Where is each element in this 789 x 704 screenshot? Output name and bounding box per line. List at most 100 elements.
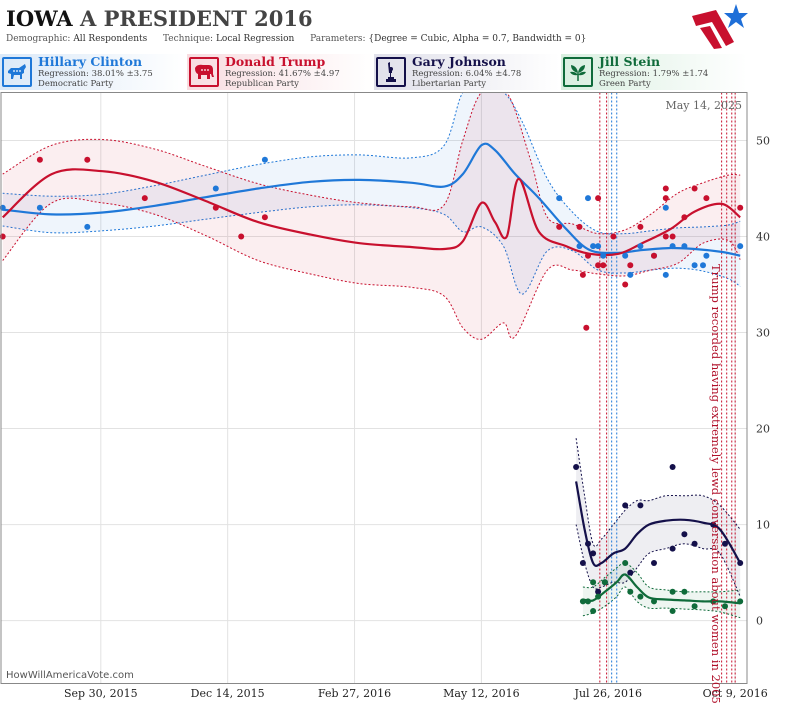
poll-point <box>238 233 245 240</box>
candidate-name: Donald Trump <box>225 54 326 69</box>
poll-point <box>691 262 698 269</box>
poll-point <box>590 608 597 614</box>
poll-point <box>36 204 43 211</box>
candidate-party: Democratic Party <box>38 79 114 89</box>
state-name: IOWA <box>6 6 73 31</box>
y-tick-label: 10 <box>756 519 770 532</box>
poll-point <box>579 598 586 605</box>
poll-point <box>651 560 657 566</box>
trend-line <box>1 168 741 257</box>
poll-point <box>601 579 608 586</box>
header: IOWA A PRESIDENT 2016 Demographic: All R… <box>0 0 789 92</box>
poll-point <box>627 271 634 278</box>
candidate-party: Libertarian Party <box>412 79 487 89</box>
poll-point <box>669 233 676 240</box>
poll-point <box>590 579 597 586</box>
poll-point <box>595 195 602 202</box>
poll-point <box>681 588 688 595</box>
y-tick-label: 40 <box>756 231 770 244</box>
confidence-upper-line <box>582 562 741 593</box>
y-tick-label: 30 <box>756 327 770 340</box>
poll-point <box>691 540 698 547</box>
poll-point <box>36 156 43 163</box>
poll-point <box>590 550 597 557</box>
poll-point <box>722 603 728 610</box>
confidence-bands <box>2 92 741 619</box>
technique-label: Technique: <box>163 34 214 44</box>
candidate-card-johnson[interactable]: Gary Johnson Regression: 6.04% ±4.78 Lib… <box>374 54 560 90</box>
parameters-value: {Degree = Cubic, Alpha = 0.7, Bandwidth … <box>368 34 587 44</box>
x-tick-label: Oct 9, 2016 <box>703 687 768 700</box>
candidate-party: Republican Party <box>225 79 299 89</box>
poll-point <box>681 243 688 250</box>
poll-point <box>737 204 744 211</box>
poll-point <box>627 588 634 595</box>
candidate-regression: Regression: 38.01% ±3.75 <box>38 69 153 79</box>
poll-point <box>590 243 597 250</box>
candidate-card-clinton[interactable]: Hillary Clinton Regression: 38.01% ±3.75… <box>0 54 186 90</box>
poll-point <box>627 262 634 269</box>
poll-point <box>691 185 698 192</box>
poll-point <box>710 598 717 605</box>
poll-point <box>669 464 676 470</box>
poll-point <box>662 271 669 278</box>
poll-points <box>0 156 744 614</box>
event-annotation: Trump recorded having extremely lewd con… <box>709 264 723 704</box>
y-tick-label: 20 <box>756 423 770 436</box>
trend-line <box>575 481 742 567</box>
date-stamp: May 14, 2025 <box>665 99 742 112</box>
poll-point <box>583 324 590 331</box>
demographic-label: Demographic: <box>6 34 71 44</box>
donkey-icon <box>2 57 32 87</box>
candidate-name: Gary Johnson <box>412 54 506 69</box>
poll-point <box>556 195 563 202</box>
poll-point <box>703 252 710 259</box>
candidate-party: Green Party <box>599 79 651 89</box>
x-tick-label: Sep 30, 2015 <box>64 687 138 700</box>
poll-point <box>212 204 219 211</box>
technique-value: Local Regression <box>215 34 295 44</box>
poll-point <box>637 593 644 600</box>
poll-point <box>585 540 591 547</box>
gridlines <box>1 92 747 683</box>
poll-point <box>622 281 629 288</box>
poll-point <box>681 531 688 538</box>
poll-point <box>700 262 706 269</box>
race-name: A PRESIDENT 2016 <box>79 6 313 31</box>
poll-point <box>212 185 219 192</box>
x-tick-label: May 12, 2016 <box>443 687 520 700</box>
poll-point <box>595 588 602 595</box>
trend-line <box>582 573 741 605</box>
poll-point <box>669 545 676 552</box>
star-flag-logo-icon <box>692 4 748 49</box>
poll-point <box>261 156 268 163</box>
poll-point <box>600 252 607 259</box>
poll-point <box>737 560 744 566</box>
candidate-name: Jill Stein <box>599 54 661 69</box>
confidence-upper-line <box>2 92 741 235</box>
poll-point <box>595 593 602 600</box>
candidate-card-trump[interactable]: Donald Trump Regression: 41.67% ±4.97 Re… <box>187 54 373 90</box>
poll-point <box>737 598 744 605</box>
confidence-upper-line <box>2 92 741 235</box>
candidate-card-stein[interactable]: Jill Stein Regression: 1.79% ±1.74 Green… <box>561 54 747 90</box>
poll-point <box>662 204 669 211</box>
poll-point <box>710 521 717 528</box>
trend-line <box>2 142 741 257</box>
poll-point <box>576 243 583 250</box>
poll-point <box>662 195 669 202</box>
poll-point <box>637 502 644 509</box>
poll-point <box>637 223 644 230</box>
poll-point <box>576 223 583 230</box>
poll-point <box>622 502 629 509</box>
poll-point <box>681 214 688 221</box>
poll-point <box>703 195 710 202</box>
confidence-lower-line <box>575 524 741 597</box>
poll-point <box>737 243 744 250</box>
page-title: IOWA A PRESIDENT 2016 <box>6 6 313 31</box>
polling-chart: 0 10 20 30 40 50 Sep 30, 2015 Dec 14, 2015 Feb … <box>0 92 770 704</box>
poll-point <box>722 540 728 547</box>
poll-point <box>651 598 657 605</box>
poll-point <box>585 598 591 605</box>
poll-point <box>637 243 644 250</box>
